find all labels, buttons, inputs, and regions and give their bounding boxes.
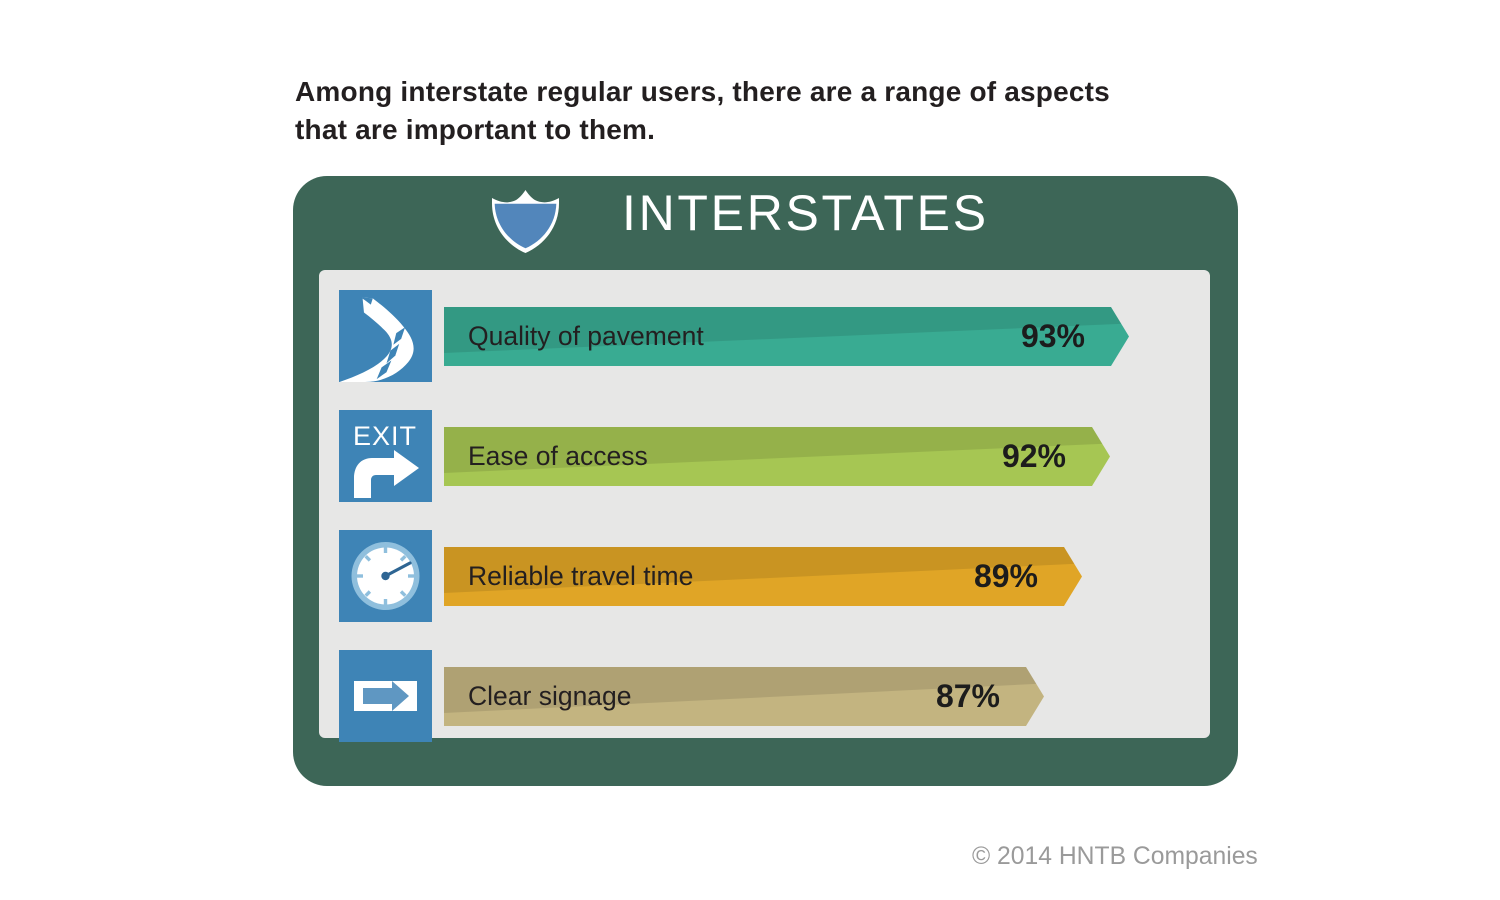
svg-text:EXIT: EXIT (353, 421, 417, 451)
